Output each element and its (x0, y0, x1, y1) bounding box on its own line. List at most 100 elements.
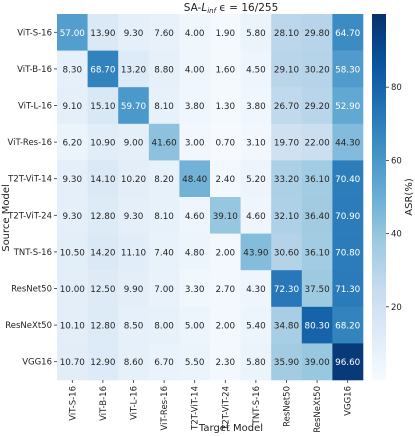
cell-value-label: 34.80 (274, 322, 300, 332)
heatmap-cell (148, 87, 180, 125)
heatmap-cell (301, 14, 333, 51)
cell-value-label: 9.30 (124, 29, 144, 39)
cell-value-label: 9.30 (63, 175, 83, 185)
row-label: ViT-L-16 (18, 102, 52, 112)
heatmap-cell (87, 306, 119, 344)
heatmap-cell (57, 14, 88, 51)
cell-value-label: 8.30 (63, 65, 83, 75)
cell-value-label: 8.80 (154, 65, 174, 75)
heatmap-cell (87, 343, 119, 381)
cell-value-label: 11.10 (121, 248, 147, 258)
heatmap-cell (240, 123, 272, 161)
heatmap-cell (57, 306, 88, 344)
heatmap-cell (301, 197, 333, 234)
heatmap-cell (240, 233, 272, 271)
cell-value-label: 4.60 (246, 212, 266, 222)
row-label: ResNeXt50 (5, 321, 52, 331)
cell-value-label: 44.30 (335, 139, 361, 149)
colorbar-tick-label: 60 (391, 156, 402, 166)
column-label: ResNet50 (283, 386, 293, 427)
heatmap-cell (179, 306, 211, 344)
heatmap-cell (118, 87, 150, 125)
heatmap-cell (148, 343, 180, 381)
cell-value-label: 35.90 (274, 358, 300, 368)
cell-value-label: 3.80 (246, 102, 266, 112)
row-labels: ViT-S-16 ViT-B-16 ViT-L-16 ViT-Res-16 T2T-Vi… (5, 28, 57, 368)
heatmap-cell (118, 123, 150, 161)
heatmap-cell (179, 197, 211, 234)
y-axis-label: Source Model (1, 184, 12, 252)
heatmap-cell (118, 160, 150, 198)
cell-value-label: 41.60 (152, 139, 178, 149)
heatmap-cell (271, 306, 303, 344)
cell-value-label: 14.10 (90, 175, 116, 185)
heatmap-cell (210, 270, 241, 308)
cell-value-label: 15.10 (90, 102, 116, 112)
cell-value-label: 5.00 (185, 322, 205, 332)
cell-value-label: 2.70 (216, 285, 236, 295)
column-label: ViT-S-16 (68, 386, 78, 421)
heatmap-cell (118, 306, 150, 344)
cell-value-label: 36.40 (305, 212, 331, 222)
heatmap-cell (271, 123, 303, 161)
cell-value-label: 7.40 (154, 248, 174, 258)
cell-value-label: 43.90 (243, 248, 269, 258)
heatmap-cell (240, 160, 272, 198)
row-label: ViT-S-16 (17, 28, 52, 38)
cell-value-label: 10.20 (121, 175, 147, 185)
heatmap-cell (148, 233, 180, 271)
cell-value-label: 29.10 (274, 65, 300, 75)
cell-value-label: 10.50 (60, 248, 86, 258)
cell-value-label: 9.30 (63, 212, 83, 222)
cell-value-label: 10.70 (60, 358, 86, 368)
heatmap-cell (210, 14, 241, 51)
cell-value-label: 22.00 (305, 139, 331, 149)
cell-value-label: 2.00 (216, 322, 236, 332)
heatmap-cell (271, 87, 303, 125)
heatmap-cell (332, 87, 364, 125)
cell-value-label: 48.40 (182, 175, 208, 185)
cell-value-label: 3.10 (246, 139, 266, 149)
heatmap-cell (87, 270, 119, 308)
cell-value-label: 4.00 (185, 29, 205, 39)
cell-value-label: 1.60 (216, 65, 236, 75)
cell-value-label: 12.50 (90, 285, 116, 295)
heatmap-cell (301, 270, 333, 308)
cell-value-label: 57.00 (60, 29, 86, 39)
cell-value-label: 9.00 (124, 139, 144, 149)
cell-value-label: 8.10 (154, 212, 174, 222)
heatmap-cell (148, 123, 180, 161)
column-label: TNT-S-16 (252, 386, 262, 425)
row-label: T2T-ViT-24 (7, 211, 52, 221)
cell-value-label: 13.20 (121, 65, 147, 75)
heatmap-cell (179, 160, 211, 198)
colorbar-label: ASR(%) (404, 178, 415, 216)
heatmap-cell (179, 233, 211, 271)
cell-value-label: 4.50 (246, 65, 266, 75)
cell-value-label: 10.90 (90, 139, 116, 149)
heatmap-cell (148, 14, 180, 51)
column-label: VGG16 (344, 386, 354, 416)
heatmap-cell (332, 123, 364, 161)
cell-value-label: 5.40 (246, 322, 266, 332)
heatmap-cell (240, 343, 272, 381)
heatmap-cell (301, 160, 333, 198)
heatmap-cell (301, 343, 333, 381)
heatmap-cell (240, 87, 272, 125)
heatmap-cell (57, 123, 88, 161)
cell-value-label: 9.30 (124, 212, 144, 222)
column-label: ResNeXt50 (313, 386, 323, 433)
heatmap-cell (332, 197, 364, 234)
cell-value-label: 29.20 (305, 102, 331, 112)
column-label: T2T-ViT-24 (221, 386, 231, 431)
cell-value-label: 70.80 (335, 248, 361, 258)
heatmap-cell (332, 50, 364, 88)
heatmap-cell (87, 233, 119, 271)
heatmap-cell (271, 233, 303, 271)
heatmap-cell (240, 197, 272, 234)
heatmap-cell (118, 14, 150, 51)
cell-value-label: 8.00 (154, 322, 174, 332)
heatmap-cell (118, 50, 150, 88)
cell-value-label: 1.90 (216, 29, 236, 39)
cell-value-label: 5.20 (246, 175, 266, 185)
